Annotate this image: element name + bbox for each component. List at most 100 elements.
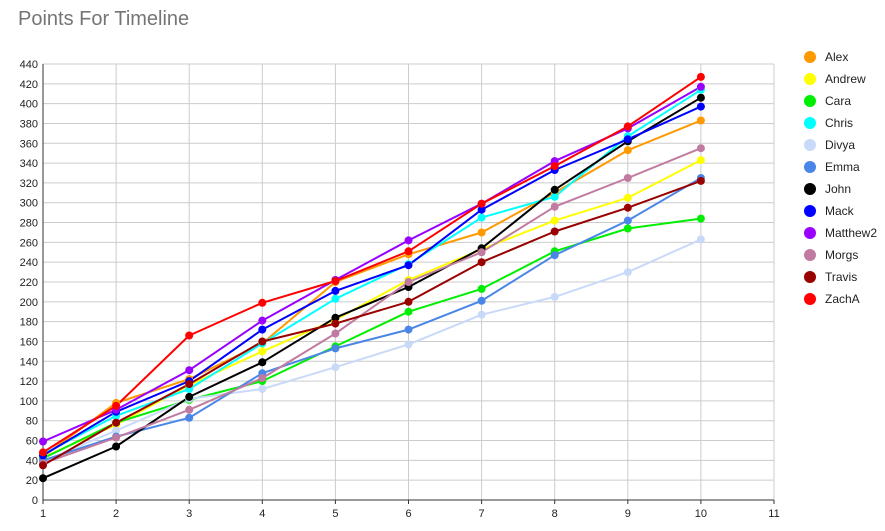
data-point-mack — [258, 325, 267, 334]
legend-item-alex: Alex — [804, 46, 877, 68]
data-point-morgs — [331, 329, 340, 338]
data-point-emma — [404, 325, 413, 334]
data-point-morgs — [550, 202, 559, 211]
data-point-andrew — [623, 193, 632, 202]
data-point-cara — [623, 224, 632, 233]
data-point-mack — [331, 286, 340, 295]
data-point-matthew2 — [39, 437, 47, 446]
series-line-chris — [42, 88, 702, 456]
data-point-zacha — [258, 298, 267, 307]
legend-marker — [804, 51, 816, 63]
y-tick-label: 160 — [20, 336, 38, 348]
y-tick-label: 180 — [20, 317, 38, 329]
x-tick-label: 2 — [113, 508, 119, 520]
data-point-travis — [39, 461, 47, 470]
data-point-emma — [331, 344, 340, 353]
data-point-alex — [623, 146, 632, 155]
chart-title: Points For Timeline — [18, 8, 190, 30]
data-point-chris — [550, 192, 559, 201]
legend-label: Chris — [825, 116, 854, 130]
data-point-matthew2 — [696, 82, 705, 91]
x-tick-label: 6 — [405, 508, 411, 520]
y-tick-label: 340 — [20, 158, 38, 170]
series-lines — [42, 76, 702, 480]
series-line-morgs — [42, 147, 702, 465]
data-point-john — [550, 185, 559, 194]
data-point-matthew2 — [258, 316, 267, 325]
legend-label: Alex — [825, 50, 849, 64]
data-point-mack — [623, 135, 632, 144]
data-point-john — [331, 313, 340, 322]
data-point-travis — [112, 418, 121, 427]
x-tick-label: 5 — [332, 508, 338, 520]
legend-item-cara: Cara — [804, 90, 877, 112]
y-tick-label: 320 — [20, 178, 38, 190]
y-tick-label: 440 — [20, 59, 38, 71]
legend-marker — [804, 183, 816, 195]
series-line-matthew2 — [42, 85, 702, 443]
series-points — [39, 72, 705, 483]
y-tick-label: 120 — [20, 376, 38, 388]
legend-label: Morgs — [825, 248, 859, 262]
y-tick-label: 300 — [20, 198, 38, 210]
legend-item-andrew: Andrew — [804, 68, 877, 90]
legend-label: Matthew2 — [825, 226, 878, 240]
data-point-alex — [696, 116, 705, 125]
data-point-mack — [696, 102, 705, 111]
legend-label: Travis — [825, 270, 858, 284]
data-point-travis — [623, 203, 632, 212]
x-tick-label: 9 — [625, 508, 631, 520]
data-point-zacha — [696, 72, 705, 81]
data-point-chris — [331, 294, 340, 303]
y-tick-labels: 0 20 40 60 80 100 120 140 160 180 200 220 240 260 280 3… — [20, 59, 38, 507]
data-point-travis — [404, 297, 413, 306]
legend: Alex Andrew Cara Chris Divya Emma John Mack Matt… — [804, 46, 877, 310]
legend-marker — [804, 205, 816, 217]
legend-label: John — [825, 182, 852, 196]
y-tick-label: 220 — [20, 277, 38, 289]
legend-item-morgs: Morgs — [804, 244, 877, 266]
y-tick-label: 0 — [32, 495, 38, 507]
data-point-morgs — [112, 433, 121, 442]
legend-item-matthew2: Matthew2 — [804, 222, 877, 244]
series-line-emma — [42, 177, 702, 462]
data-point-mack — [404, 261, 413, 270]
y-tick-label: 360 — [20, 138, 38, 150]
legend-marker — [804, 95, 816, 107]
legend-label: Cara — [825, 94, 852, 108]
x-tick-label: 4 — [259, 508, 265, 520]
data-point-john — [185, 392, 194, 401]
series-line-mack — [42, 105, 702, 457]
y-tick-label: 380 — [20, 118, 38, 130]
legend-marker — [804, 73, 816, 85]
legend-marker — [804, 249, 816, 261]
data-point-emma — [185, 413, 194, 422]
data-point-travis — [477, 258, 486, 267]
data-point-travis — [550, 227, 559, 236]
x-tick-label: 8 — [552, 508, 558, 520]
data-point-zacha — [404, 247, 413, 256]
legend-marker — [804, 117, 816, 129]
data-point-matthew2 — [404, 236, 413, 245]
x-tick-label: 3 — [186, 508, 192, 520]
legend-item-mack: Mack — [804, 200, 877, 222]
data-point-divya — [696, 235, 705, 244]
data-point-john — [258, 358, 267, 367]
data-point-john — [39, 474, 47, 483]
y-tick-label: 400 — [20, 99, 38, 111]
data-point-mack — [477, 205, 486, 214]
legend-item-emma: Emma — [804, 156, 877, 178]
data-point-zacha — [331, 277, 340, 285]
data-point-morgs — [696, 144, 705, 153]
data-point-emma — [550, 251, 559, 260]
data-point-matthew2 — [185, 366, 194, 375]
series-line-travis — [42, 179, 702, 467]
data-point-alex — [477, 228, 486, 237]
y-tick-label: 200 — [20, 297, 38, 309]
legend-marker — [804, 139, 816, 151]
series-line-andrew — [42, 159, 702, 459]
x-tick-label: 11 — [768, 508, 779, 520]
y-tick-label: 40 — [26, 455, 38, 467]
data-point-cara — [404, 307, 413, 316]
